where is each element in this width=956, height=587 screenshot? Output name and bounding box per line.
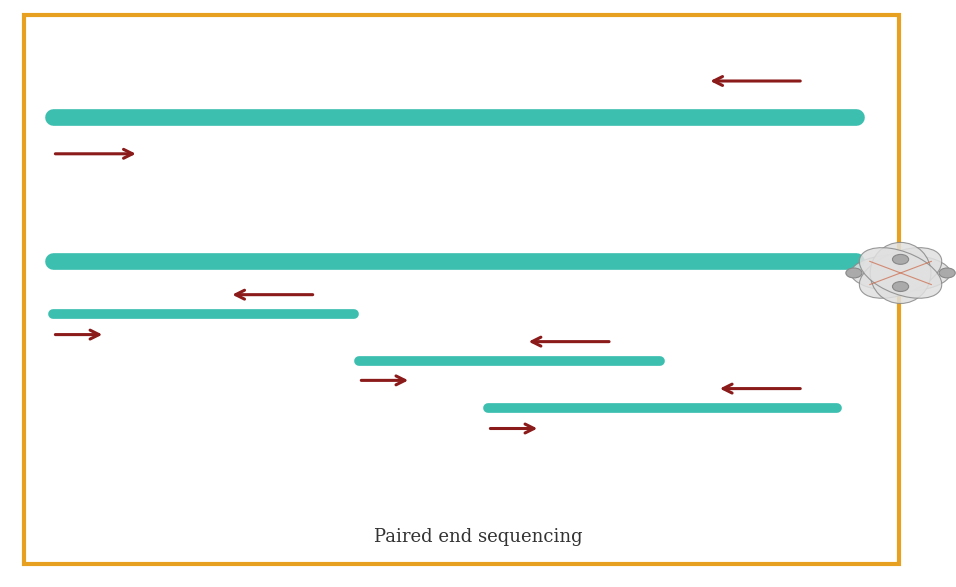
Ellipse shape	[870, 242, 931, 303]
Circle shape	[846, 268, 862, 278]
Ellipse shape	[859, 248, 942, 298]
Text: Paired end sequencing: Paired end sequencing	[374, 528, 582, 546]
Circle shape	[893, 254, 908, 264]
Circle shape	[939, 268, 955, 278]
Circle shape	[893, 282, 908, 292]
Ellipse shape	[851, 254, 950, 292]
Ellipse shape	[859, 248, 942, 298]
